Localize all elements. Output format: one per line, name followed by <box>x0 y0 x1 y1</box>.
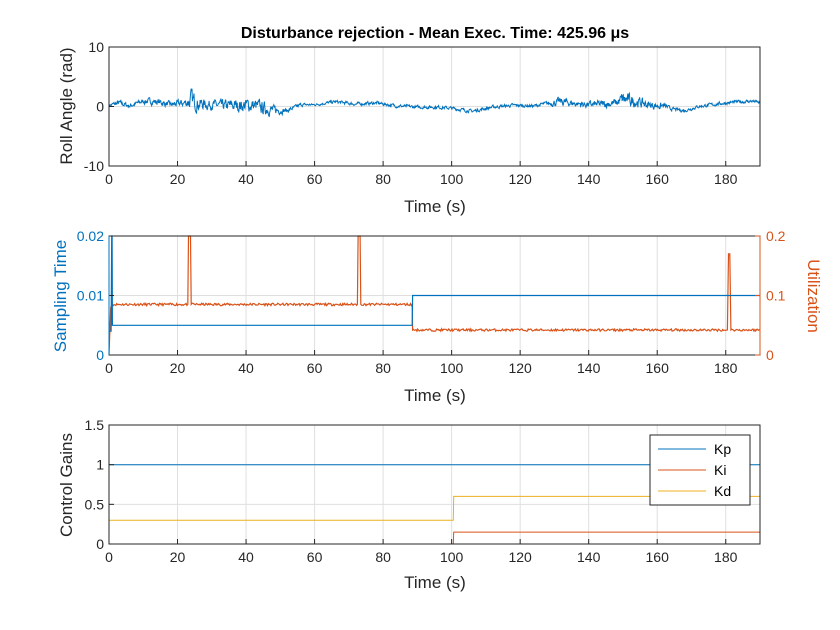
y-tick-label: -10 <box>84 158 104 174</box>
x-tick-label: 180 <box>714 360 738 376</box>
x-tick-label: 140 <box>577 171 601 187</box>
x-tick-label: 20 <box>170 360 186 376</box>
series-line-ki <box>109 531 760 545</box>
roll-angle-series <box>108 88 761 118</box>
legend-label-ki: Ki <box>714 462 726 478</box>
x-tick-label: 80 <box>375 549 391 565</box>
right-tick-label: 0.1 <box>766 288 786 304</box>
x-tick-label: 0 <box>105 171 113 187</box>
control-gains-panel: 0 20 40 60 80 100 120 140 160 180 0 0.5 1 1.5 Time (s… <box>57 417 761 592</box>
roll-angle-line <box>108 88 761 118</box>
utilization-line <box>108 235 761 356</box>
sampling-time-axis-label: Sampling Time <box>51 240 70 352</box>
y-tick-label: 10 <box>88 39 104 55</box>
x-tick-label: 100 <box>440 549 464 565</box>
legend-label-kd: Kd <box>714 483 731 499</box>
x-tick-label: 180 <box>714 549 738 565</box>
sampling-panel: 0 20 40 60 80 100 120 140 160 180 0 0.01 0.02 0 0.1 0.2… <box>51 228 823 405</box>
x-tick-label: 100 <box>440 171 464 187</box>
x-tick-label: 120 <box>508 549 532 565</box>
x-tick-label: 120 <box>508 171 532 187</box>
x-tick-label: 140 <box>577 549 601 565</box>
y-tick-label: 1.5 <box>85 417 105 433</box>
sampling-time-line <box>109 235 760 332</box>
x-tick-label: 160 <box>646 360 670 376</box>
x-tick-label: 20 <box>170 549 186 565</box>
x-tick-label: 40 <box>238 171 254 187</box>
y-tick-label: 0 <box>96 99 104 115</box>
x-tick-label: 40 <box>238 549 254 565</box>
x-tick-label: 100 <box>440 360 464 376</box>
y-tick-label: 1 <box>96 457 104 473</box>
legend-label-kp: Kp <box>714 441 731 457</box>
y-tick-label: 0.01 <box>77 288 104 304</box>
x-tick-label: 80 <box>375 360 391 376</box>
x-tick-label: 160 <box>646 171 670 187</box>
x-tick-label: 140 <box>577 360 601 376</box>
roll-angle-x-axis-label: Time (s) <box>404 197 466 216</box>
y-tick-label: 0 <box>96 536 104 552</box>
x-tick-label: 40 <box>238 360 254 376</box>
chart-title: Disturbance rejection - Mean Exec. Time:… <box>241 25 629 42</box>
right-tick-label: 0 <box>766 347 774 363</box>
x-tick-label: 120 <box>508 360 532 376</box>
control-gains-axes-box <box>108 424 761 545</box>
x-tick-label: 0 <box>105 549 113 565</box>
y-tick-label: 0.02 <box>77 228 104 244</box>
x-tick-label: 20 <box>170 171 186 187</box>
control-gains-ticks: 0 20 40 60 80 100 120 140 160 180 0 0.5 1 1.5 <box>85 417 738 565</box>
y-tick-label: 0 <box>96 347 104 363</box>
control-gains-x-axis-label: Time (s) <box>404 573 466 592</box>
x-tick-label: 180 <box>714 171 738 187</box>
series-line-kd <box>109 495 760 521</box>
x-tick-label: 80 <box>375 171 391 187</box>
x-tick-label: 0 <box>105 360 113 376</box>
x-tick-label: 60 <box>307 360 323 376</box>
sampling-ticks: 0 20 40 60 80 100 120 140 160 180 0 0.01 0.02 0 0.1 0.2 <box>77 228 786 376</box>
control-gains-y-axis-label: Control Gains <box>57 433 76 537</box>
utilization-axis-label: Utilization <box>804 259 823 333</box>
x-tick-label: 60 <box>307 549 323 565</box>
sampling-series <box>108 235 761 356</box>
x-tick-label: 60 <box>307 171 323 187</box>
legend: Kp Ki Kd <box>649 434 751 506</box>
y-tick-label: 0.5 <box>85 496 105 512</box>
sampling-x-axis-label: Time (s) <box>404 386 466 405</box>
x-tick-label: 160 <box>646 549 670 565</box>
right-tick-label: 0.2 <box>766 228 786 244</box>
roll-angle-y-axis-label: Roll Angle (rad) <box>57 47 76 164</box>
